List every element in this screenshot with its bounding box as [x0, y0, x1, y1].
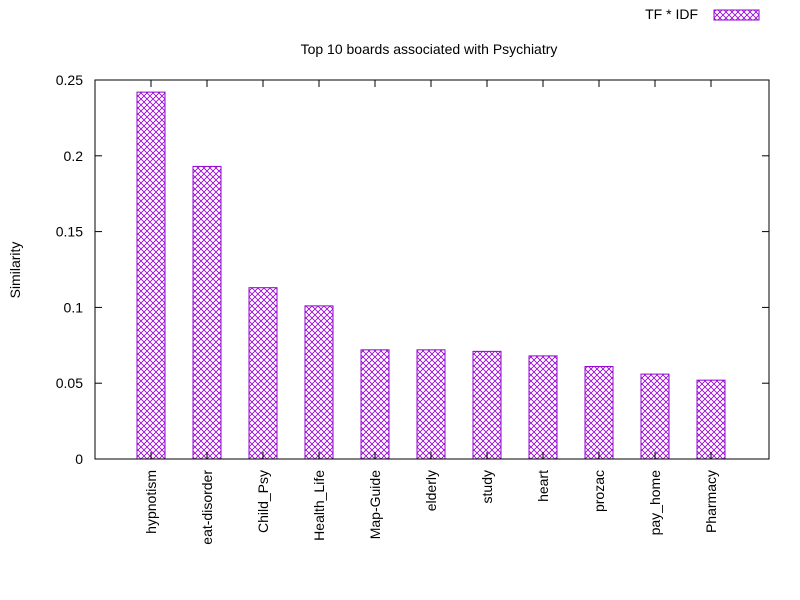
x-tick-label-Pharmacy: Pharmacy — [703, 470, 719, 533]
bar-Health_Life — [304, 305, 334, 460]
x-tick-label-prozac: prozac — [591, 470, 607, 512]
x-tick-label-heart: heart — [535, 470, 551, 502]
bar-Pharmacy — [696, 379, 726, 460]
bar-Child_Psy — [248, 287, 278, 460]
bar-prozac — [584, 366, 614, 460]
x-tick-label-eat-disorder: eat-disorder — [199, 470, 215, 545]
bar-Map-Guide — [360, 349, 390, 460]
x-tick-label-Child_Psy: Child_Psy — [255, 470, 271, 533]
bar-pay_home — [640, 373, 670, 460]
legend: TF * IDF — [645, 6, 760, 22]
y-axis-label: Similarity — [7, 242, 23, 299]
y-tick-label: 0.25 — [56, 72, 83, 88]
chart-title: Top 10 boards associated with Psychiatry — [301, 41, 558, 57]
y-axis-ticks: 0 0.05 0.1 0.15 0.2 0.25 — [56, 72, 769, 467]
bar-study — [472, 350, 502, 460]
plot-frame — [94, 79, 770, 460]
y-tick-label: 0.15 — [56, 224, 83, 240]
bar-hypnotism — [136, 91, 166, 460]
x-tick-label-pay_home: pay_home — [647, 470, 663, 536]
x-tick-label-study: study — [479, 470, 495, 503]
y-tick-label: 0 — [75, 451, 83, 467]
y-tick-label: 0.1 — [64, 299, 84, 315]
bar-eat-disorder — [192, 165, 222, 460]
y-tick-label: 0.2 — [64, 148, 84, 164]
x-tick-label-Health_Life: Health_Life — [311, 470, 327, 541]
bar-elderly — [416, 349, 446, 460]
x-axis-ticks: hypnotism eat-disorder Child_Psy Health_Lif… — [143, 80, 719, 545]
bars — [136, 91, 726, 460]
legend-label: TF * IDF — [645, 6, 698, 22]
y-tick-label: 0.05 — [56, 375, 83, 391]
x-tick-label-Map-Guide: Map-Guide — [367, 470, 383, 539]
x-tick-label-hypnotism: hypnotism — [143, 470, 159, 534]
x-tick-label-elderly: elderly — [423, 470, 439, 511]
bar-heart — [528, 355, 558, 460]
legend-swatch — [713, 9, 760, 21]
